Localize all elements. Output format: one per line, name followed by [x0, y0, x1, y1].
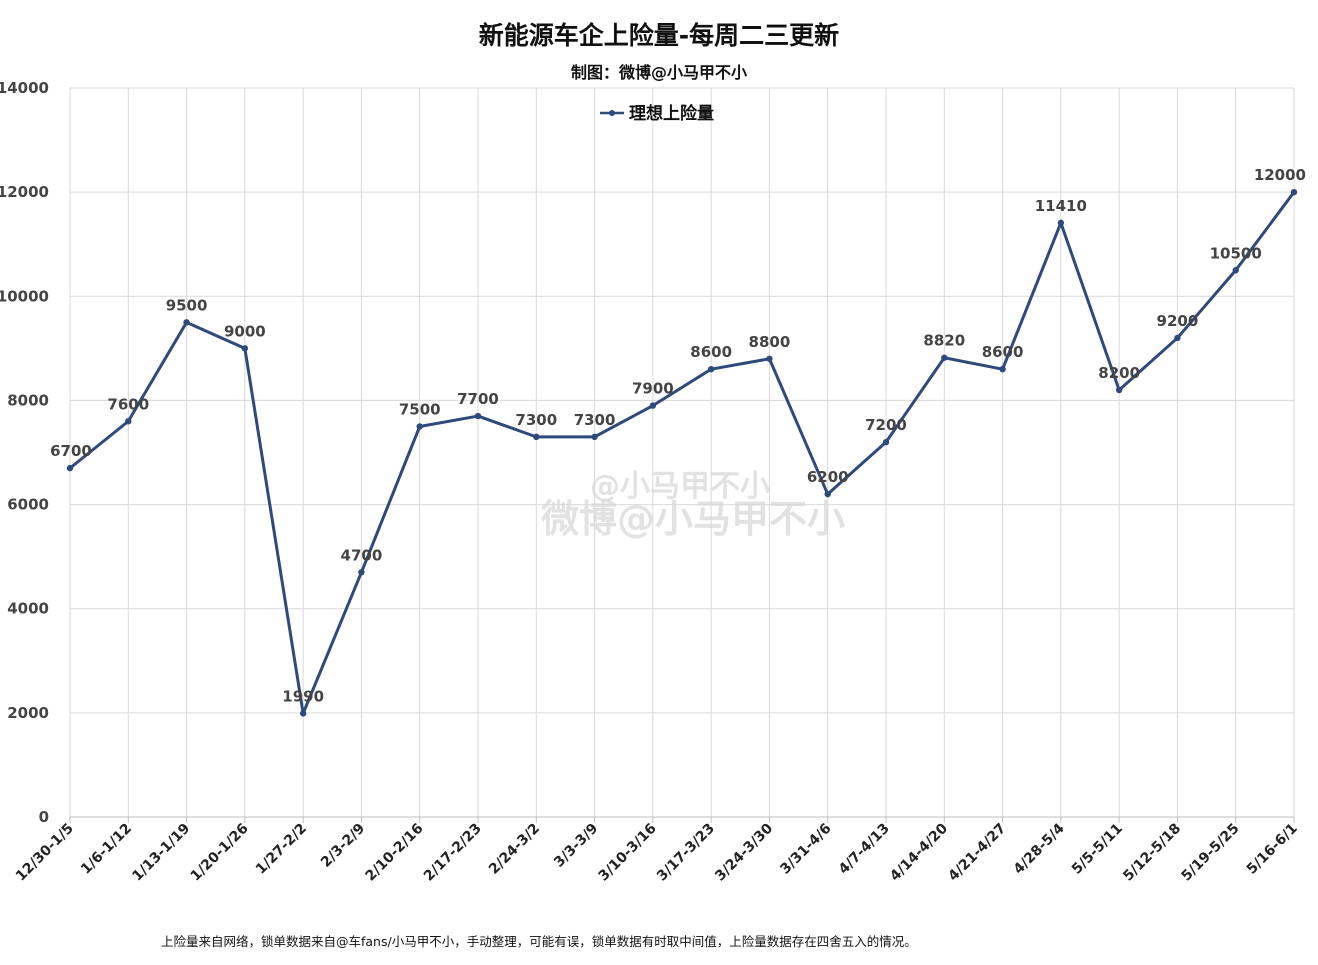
data-label: 7300 — [574, 411, 616, 429]
x-tick-label: 4/28-5/4 — [1011, 820, 1068, 877]
legend-swatch-marker — [609, 110, 615, 116]
data-point — [66, 464, 74, 472]
x-tick-label: 3/10-3/16 — [596, 821, 660, 885]
x-tick-label: 12/30-1/5 — [13, 821, 77, 885]
y-tick-label: 10000 — [0, 287, 49, 305]
x-tick-label: 2/17-2/23 — [421, 821, 485, 885]
data-label: 7900 — [632, 380, 674, 398]
data-label: 9000 — [224, 322, 266, 340]
y-tick-label: 8000 — [7, 391, 49, 409]
data-point — [1057, 219, 1065, 227]
data-labels: 6700 7600 9500 9000 1990 4700 7500 7700 7300 7300… — [50, 166, 1306, 705]
data-point — [474, 412, 482, 420]
y-tick-label: 4000 — [7, 600, 49, 618]
data-label: 8600 — [690, 343, 732, 361]
data-point — [1290, 188, 1298, 196]
y-tick-label: 0 — [39, 808, 49, 826]
x-tick-label: 1/20-1/26 — [188, 821, 252, 885]
y-tick-label: 14000 — [0, 79, 49, 97]
x-tick-label: 5/12-5/18 — [1120, 821, 1184, 885]
data-point — [416, 423, 423, 430]
data-label: 8200 — [1098, 364, 1140, 382]
x-tick-label: 5/19-5/25 — [1179, 821, 1243, 885]
x-tick-label: 3/31-4/6 — [777, 821, 834, 878]
data-label: 8800 — [749, 333, 791, 351]
data-point — [358, 569, 365, 576]
data-point — [941, 354, 948, 361]
data-point — [299, 710, 307, 717]
gridlines — [69, 87, 1295, 817]
data-point — [591, 433, 598, 441]
data-label: 4700 — [341, 546, 383, 564]
y-tick-label: 6000 — [7, 496, 49, 514]
data-point — [183, 319, 190, 326]
data-label: 6700 — [50, 442, 92, 460]
data-point — [1115, 386, 1123, 394]
data-point — [1232, 267, 1239, 274]
x-tick-label: 4/7-4/13 — [836, 821, 893, 878]
data-label: 7500 — [399, 400, 441, 418]
x-tick-label: 3/3-3/9 — [551, 821, 601, 871]
x-tick-label: 3/17-3/23 — [654, 821, 718, 885]
data-label: 8820 — [923, 332, 965, 350]
data-label: 9200 — [1157, 312, 1199, 330]
data-point — [241, 345, 249, 352]
y-tick-label: 2000 — [7, 704, 49, 722]
watermark-line1: @小马甲不小 — [590, 469, 770, 504]
data-point — [649, 402, 657, 409]
data-label: 7600 — [107, 395, 149, 413]
legend-label: 理想上险量 — [629, 103, 714, 124]
legend: 理想上险量 — [600, 103, 714, 124]
data-label: 10500 — [1210, 244, 1262, 262]
x-tick-label: 1/13-1/19 — [129, 821, 193, 885]
data-point — [1174, 334, 1181, 342]
data-label: 1990 — [282, 687, 324, 705]
x-tick-label: 5/16-6/1 — [1244, 821, 1301, 878]
data-point — [533, 433, 540, 441]
data-label: 7300 — [515, 411, 557, 429]
data-point — [824, 490, 831, 498]
x-tick-label: 1/6-1/12 — [78, 821, 135, 878]
x-tick-label: 4/21-4/27 — [945, 821, 1009, 885]
data-label: 9500 — [166, 296, 208, 314]
data-label: 8600 — [982, 343, 1024, 361]
x-tick-label: 1/27-2/2 — [253, 821, 310, 878]
data-label: 6200 — [807, 468, 849, 486]
data-point — [707, 365, 715, 373]
x-tick-label: 4/14-4/20 — [887, 820, 951, 884]
data-point — [999, 365, 1006, 373]
x-tick-label: 3/24-3/30 — [712, 820, 776, 884]
series-layer — [66, 188, 1298, 717]
data-point — [125, 418, 132, 425]
footnote: 上险量来自网络，锁单数据来自@车fans/小马甲不小，手动整理，可能有误，锁单数… — [161, 934, 917, 949]
x-tick-label: 5/5-5/11 — [1069, 821, 1126, 878]
x-tick-label: 2/24-3/2 — [486, 821, 543, 878]
watermark-line2: 微博@小马甲不小 — [540, 497, 845, 541]
data-label: 7700 — [457, 390, 499, 408]
data-point — [882, 438, 890, 446]
data-label: 12000 — [1254, 166, 1306, 184]
x-tick-label: 2/10-2/16 — [363, 821, 427, 885]
x-tick-label: 2/3-2/9 — [318, 821, 368, 871]
data-label: 7200 — [865, 416, 907, 434]
chart-title: 新能源车企上险量-每周二三更新 — [479, 21, 839, 50]
data-label: 11410 — [1035, 197, 1087, 215]
data-point — [766, 355, 773, 362]
series-line — [69, 191, 1296, 715]
chart-subtitle: 制图：微博@小马甲不小 — [571, 63, 747, 82]
watermark: @小马甲不小 微博@小马甲不小 — [540, 469, 845, 541]
y-tick-label: 12000 — [0, 183, 49, 201]
